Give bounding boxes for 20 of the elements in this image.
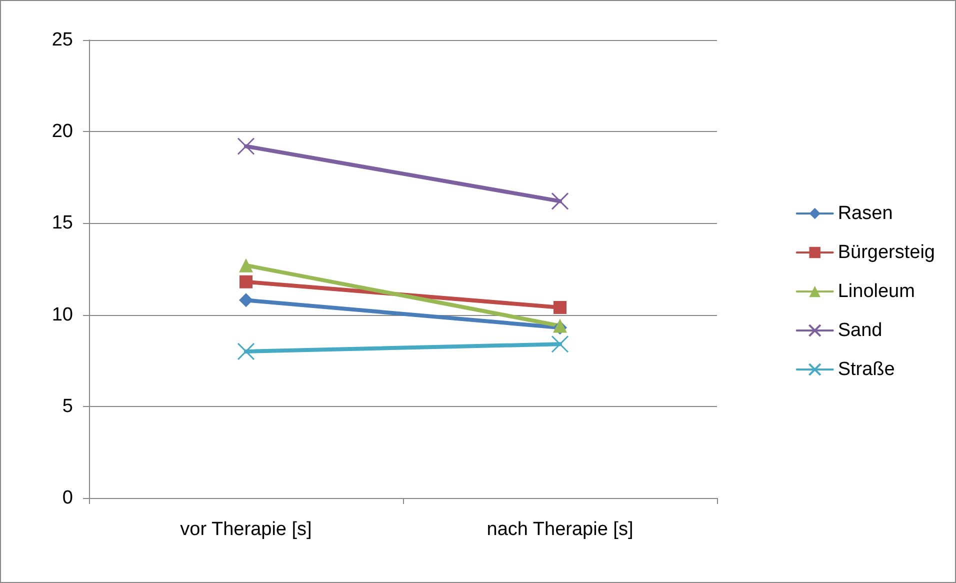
- y-tick-label: 5: [62, 396, 73, 417]
- legend-label: Sand: [838, 320, 882, 341]
- legend-label: Bürgersteig: [838, 242, 936, 263]
- legend-label: Straße: [838, 359, 895, 380]
- point: [554, 300, 566, 314]
- x-tick-label: nach Therapie [s]: [486, 519, 634, 540]
- y-tick-label: 25: [52, 30, 73, 50]
- y-tick-label: 0: [62, 488, 73, 508]
- point: [551, 335, 569, 353]
- y-tick-label: 10: [52, 304, 73, 326]
- x-tick-label: vor Therapie [s]: [180, 519, 312, 540]
- point: [239, 293, 253, 308]
- point: [240, 275, 252, 288]
- point: [237, 138, 255, 156]
- y-tick-label: 15: [52, 212, 73, 234]
- legend-label: Rasen: [838, 203, 893, 224]
- point: [237, 342, 255, 360]
- y-tick-label: 20: [52, 121, 73, 142]
- legend-label: Linoleum: [838, 281, 915, 302]
- point: [551, 192, 569, 210]
